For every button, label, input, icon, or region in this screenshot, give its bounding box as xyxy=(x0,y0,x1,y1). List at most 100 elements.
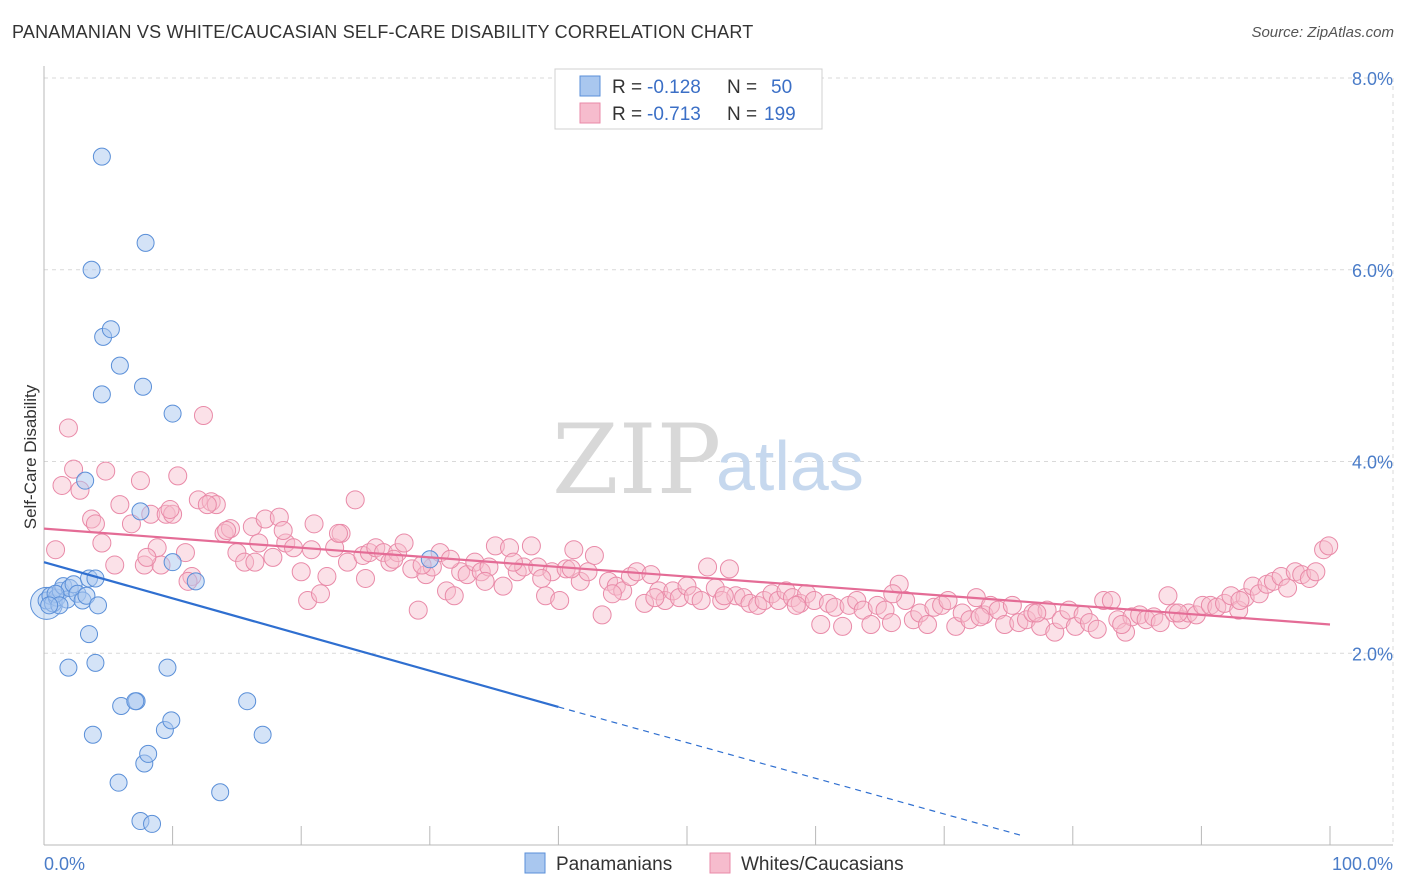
white-caucasian-point xyxy=(245,552,265,572)
white-caucasian-points xyxy=(46,405,1339,642)
white-caucasian-point xyxy=(500,538,520,558)
white-caucasian-point xyxy=(691,591,711,611)
panamanian-point xyxy=(162,711,181,730)
white-caucasian-point xyxy=(58,418,78,438)
panamanian-point xyxy=(86,653,105,672)
panamanian-point xyxy=(143,814,162,833)
white-caucasian-point xyxy=(804,591,824,611)
panamanian-point xyxy=(110,356,129,375)
panamanian-point xyxy=(109,773,128,792)
white-caucasian-point xyxy=(384,549,404,569)
white-caucasian-point xyxy=(1112,614,1132,634)
axes xyxy=(43,66,1393,846)
white-caucasian-point xyxy=(564,540,584,560)
panamanian-point xyxy=(186,572,205,591)
panamanian-point xyxy=(163,553,182,572)
white-caucasian-point xyxy=(1087,619,1107,639)
white-caucasian-point xyxy=(291,562,311,582)
white-caucasian-point xyxy=(669,588,689,608)
white-caucasian-point xyxy=(345,490,365,510)
white-caucasian-point xyxy=(970,607,990,627)
white-caucasian-point xyxy=(1230,591,1250,611)
white-caucasian-point xyxy=(768,591,788,611)
white-caucasian-point xyxy=(714,586,734,606)
legend: R = -0.128 N = 50 R = -0.713 N = 199 xyxy=(554,68,823,130)
white-caucasian-point xyxy=(938,591,958,611)
chart-title: PANAMANIAN VS WHITE/CAUCASIAN SELF-CARE … xyxy=(12,22,754,42)
legend-n-label-2: N = xyxy=(727,104,757,125)
panamanian-trendline xyxy=(43,561,559,708)
bottom-legend: Panamanians Whites/Caucasians xyxy=(524,852,904,875)
legend-n-value-1: 50 xyxy=(771,77,792,98)
white-caucasian-point xyxy=(1314,540,1334,560)
white-caucasian-point xyxy=(924,597,944,617)
bottom-legend-swatch-blue xyxy=(524,852,546,874)
legend-r-value-2: -0.713 xyxy=(647,104,701,125)
panamanian-trendline-extension xyxy=(558,706,1022,836)
white-caucasian-point xyxy=(96,461,116,481)
white-caucasian-point xyxy=(514,557,534,577)
white-caucasian-point xyxy=(52,475,72,495)
white-caucasian-point xyxy=(394,533,414,553)
white-caucasian-point xyxy=(1027,603,1047,623)
white-caucasian-point xyxy=(740,593,760,613)
white-caucasian-point xyxy=(881,613,901,633)
panamanian-point xyxy=(89,596,108,615)
white-caucasian-point xyxy=(328,523,348,543)
white-caucasian-point xyxy=(235,552,255,572)
white-caucasian-point xyxy=(249,533,269,553)
legend-n-label-1: N = xyxy=(727,77,757,98)
panamanian-point xyxy=(101,320,120,339)
white-caucasian-point xyxy=(883,584,903,604)
white-caucasian-point xyxy=(325,538,345,558)
white-caucasian-point xyxy=(1200,595,1220,615)
white-caucasian-point xyxy=(85,514,105,534)
white-caucasian-point xyxy=(255,509,275,529)
white-caucasian-point xyxy=(475,571,495,591)
white-caucasian-point xyxy=(121,514,141,534)
white-caucasian-point xyxy=(1002,595,1022,615)
panamanian-point xyxy=(253,725,272,744)
white-caucasian-point xyxy=(1235,588,1255,608)
white-caucasian-point xyxy=(1158,586,1178,606)
white-caucasian-point xyxy=(1306,562,1326,582)
white-caucasian-point xyxy=(1094,591,1114,611)
white-caucasian-point xyxy=(550,591,570,611)
panamanian-point xyxy=(59,658,78,677)
panamanian-point xyxy=(126,692,145,711)
white-caucasian-point xyxy=(134,555,154,575)
white-caucasian-point xyxy=(263,547,283,567)
white-caucasian-point xyxy=(602,584,622,604)
white-caucasian-point xyxy=(875,600,895,620)
white-caucasian-point xyxy=(1150,613,1170,633)
white-caucasian-point xyxy=(754,591,774,611)
white-caucasian-point xyxy=(917,614,937,634)
white-caucasian-point xyxy=(193,405,213,425)
white-caucasian-point xyxy=(584,545,604,565)
panamanian-point xyxy=(92,147,111,166)
panamanian-point xyxy=(238,692,257,711)
white-caucasian-point xyxy=(1080,613,1100,633)
white-caucasian-point xyxy=(995,614,1015,634)
y-axis-label: Self-Care Disability xyxy=(21,384,40,529)
white-caucasian-point xyxy=(811,614,831,634)
white-caucasian-point xyxy=(197,495,217,515)
y-tick-label-3: 8.0% xyxy=(1352,69,1393,89)
watermark-atlas: atlas xyxy=(716,427,864,505)
white-caucasian-point xyxy=(1215,593,1235,613)
white-caucasian-point xyxy=(304,514,324,534)
y-tick-label-0: 2.0% xyxy=(1352,644,1393,664)
panamanian-point xyxy=(134,377,153,396)
white-caucasian-point xyxy=(217,521,237,541)
panamanian-point xyxy=(139,744,158,763)
panamanian-point xyxy=(136,233,155,252)
legend-n-value-2: 199 xyxy=(764,104,796,125)
watermark-zip: ZIP xyxy=(552,404,721,516)
white-caucasian-point xyxy=(988,600,1008,620)
y-tick-label-2: 6.0% xyxy=(1352,261,1393,281)
panamanian-point xyxy=(420,550,439,569)
panamanian-point xyxy=(40,596,59,615)
white-caucasian-point xyxy=(719,559,739,579)
white-caucasian-point xyxy=(698,557,718,577)
